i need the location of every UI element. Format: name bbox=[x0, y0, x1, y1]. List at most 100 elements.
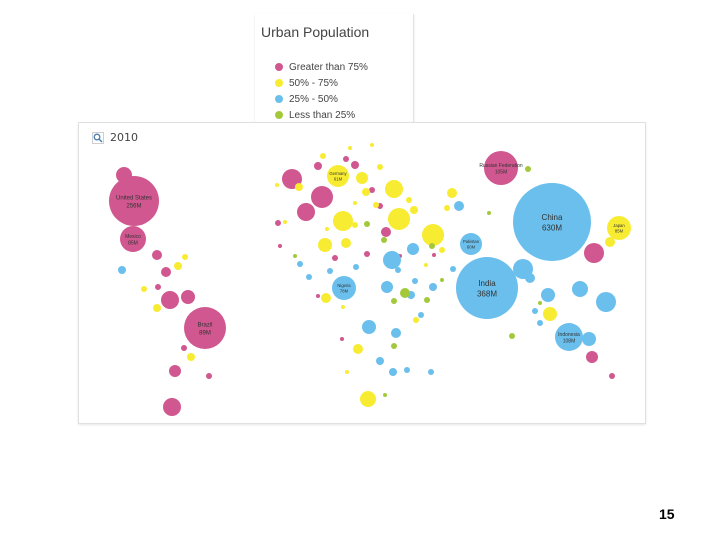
bubble-25to50-75[interactable] bbox=[381, 281, 393, 293]
bubble-gt75-9[interactable] bbox=[163, 398, 181, 416]
bubble-50to75-54[interactable] bbox=[320, 153, 326, 159]
bubble-50to75-59[interactable] bbox=[283, 220, 287, 224]
bubble-brazil[interactable] bbox=[184, 307, 226, 349]
bubble-25to50-73[interactable] bbox=[596, 292, 616, 312]
bubble-25to50-82[interactable] bbox=[412, 278, 418, 284]
legend-item-lt25[interactable]: Less than 25% bbox=[275, 108, 355, 122]
bubble-50to75-34[interactable] bbox=[318, 238, 332, 252]
bubble-50to75-57[interactable] bbox=[275, 183, 279, 187]
bubble-gt75-26[interactable] bbox=[316, 294, 320, 298]
bubble-25to50-92[interactable] bbox=[395, 267, 401, 273]
bubble-50to75-32[interactable] bbox=[422, 224, 444, 246]
bubble-25to50-80[interactable] bbox=[454, 201, 464, 211]
bubble-india[interactable] bbox=[456, 257, 518, 319]
bubble-25to50-94[interactable] bbox=[418, 312, 424, 318]
bubble-lt25-107[interactable] bbox=[293, 254, 297, 258]
bubble-50to75-41[interactable] bbox=[321, 293, 331, 303]
bubble-gt75-19[interactable] bbox=[275, 220, 281, 226]
bubble-gt75-10[interactable] bbox=[584, 243, 604, 263]
bubble-nigeria[interactable] bbox=[332, 276, 356, 300]
bubble-50to75-53[interactable] bbox=[377, 164, 383, 170]
bubble-gt75-11[interactable] bbox=[586, 351, 598, 363]
bubble-50to75-42[interactable] bbox=[543, 307, 557, 321]
bubble-lt25-110[interactable] bbox=[383, 393, 387, 397]
bubble-gt75-25[interactable] bbox=[340, 337, 344, 341]
bubble-gt75-18[interactable] bbox=[364, 251, 370, 257]
bubble-25to50-86[interactable] bbox=[118, 266, 126, 274]
bubble-china[interactable] bbox=[513, 183, 591, 261]
bubble-lt25-108[interactable] bbox=[487, 211, 491, 215]
bubble-lt25-103[interactable] bbox=[525, 166, 531, 172]
bubble-gt75-21[interactable] bbox=[181, 345, 187, 351]
bubble-50to75-58[interactable] bbox=[325, 227, 329, 231]
bubble-gt75-8[interactable] bbox=[169, 365, 181, 377]
bubble-25to50-77[interactable] bbox=[391, 328, 401, 338]
bubble-gt75-22[interactable] bbox=[155, 284, 161, 290]
bubble-50to75-62[interactable] bbox=[345, 370, 349, 374]
bubble-25to50-69[interactable] bbox=[407, 243, 419, 255]
bubble-25to50-83[interactable] bbox=[297, 261, 303, 267]
bubble-25to50-89[interactable] bbox=[404, 367, 410, 373]
bubble-lt25-111[interactable] bbox=[538, 301, 542, 305]
bubble-25to50-72[interactable] bbox=[572, 281, 588, 297]
bubble-germany[interactable] bbox=[327, 165, 349, 187]
bubble-gt75-23[interactable] bbox=[332, 255, 338, 261]
bubble-lt25-97[interactable] bbox=[400, 288, 410, 298]
bubble-indonesia[interactable] bbox=[555, 323, 583, 351]
bubble-gt75-24[interactable] bbox=[369, 187, 375, 193]
bubble-gt75-13[interactable] bbox=[351, 161, 359, 169]
bubble-50to75-60[interactable] bbox=[352, 222, 358, 228]
bubble-russian-federation[interactable] bbox=[484, 151, 518, 185]
legend-item-gt75[interactable]: Greater than 75% bbox=[275, 60, 368, 74]
bubble-25to50-81[interactable] bbox=[525, 273, 535, 283]
bubble-united-states[interactable] bbox=[109, 176, 159, 226]
bubble-50to75-44[interactable] bbox=[353, 344, 363, 354]
bubble-25to50-96[interactable] bbox=[537, 320, 543, 326]
bubble-50to75-61[interactable] bbox=[424, 263, 428, 267]
bubble-lt25-105[interactable] bbox=[424, 297, 430, 303]
bubble-gt75-16[interactable] bbox=[206, 373, 212, 379]
bubble-50to75-46[interactable] bbox=[182, 254, 188, 260]
bubble-50to75-56[interactable] bbox=[439, 247, 445, 253]
bubble-gt75-5[interactable] bbox=[181, 290, 195, 304]
bubble-50to75-64[interactable] bbox=[413, 317, 419, 323]
bubble-50to75-55[interactable] bbox=[370, 143, 374, 147]
bubble-gt75-14[interactable] bbox=[314, 162, 322, 170]
bubble-lt25-99[interactable] bbox=[391, 298, 397, 304]
bubble-gt75-2[interactable] bbox=[297, 203, 315, 221]
bubble-50to75-40[interactable] bbox=[605, 237, 615, 247]
bubble-25to50-84[interactable] bbox=[306, 274, 312, 280]
bubble-gt75-3[interactable] bbox=[311, 186, 333, 208]
bubble-50to75-31[interactable] bbox=[388, 208, 410, 230]
bubble-50to75-30[interactable] bbox=[385, 180, 403, 198]
bubble-lt25-100[interactable] bbox=[429, 243, 435, 249]
bubble-gt75-4[interactable] bbox=[161, 291, 179, 309]
bubble-50to75-35[interactable] bbox=[356, 172, 368, 184]
bubble-25to50-68[interactable] bbox=[383, 251, 401, 269]
bubble-lt25-104[interactable] bbox=[364, 221, 370, 227]
bubble-50to75-63[interactable] bbox=[341, 305, 345, 309]
bubble-pakistan[interactable] bbox=[460, 233, 482, 255]
bubble-50to75-48[interactable] bbox=[141, 286, 147, 292]
bubble-50to75-38[interactable] bbox=[362, 188, 370, 196]
bubble-25to50-76[interactable] bbox=[362, 320, 376, 334]
bubble-gt75-12[interactable] bbox=[381, 227, 391, 237]
bubble-50to75-65[interactable] bbox=[406, 197, 412, 203]
legend-item-50to75[interactable]: 50% - 75% bbox=[275, 76, 338, 90]
bubble-25to50-74[interactable] bbox=[582, 332, 596, 346]
bubble-25to50-95[interactable] bbox=[532, 308, 538, 314]
bubble-50to75-37[interactable] bbox=[295, 183, 303, 191]
bubble-gt75-29[interactable] bbox=[432, 253, 436, 257]
bubble-gt75-27[interactable] bbox=[278, 244, 282, 248]
bubble-25to50-91[interactable] bbox=[353, 264, 359, 270]
bubble-gt75-7[interactable] bbox=[161, 267, 171, 277]
bubble-25to50-79[interactable] bbox=[429, 283, 437, 291]
bubble-mexico[interactable] bbox=[120, 226, 146, 252]
bubble-lt25-106[interactable] bbox=[440, 278, 444, 282]
bubble-japan[interactable] bbox=[607, 216, 631, 240]
bubble-gt75-15[interactable] bbox=[343, 156, 349, 162]
bubble-50to75-51[interactable] bbox=[444, 205, 450, 211]
bubble-50to75-66[interactable] bbox=[348, 146, 352, 150]
bubble-25to50-93[interactable] bbox=[450, 266, 456, 272]
bubble-50to75-39[interactable] bbox=[447, 188, 457, 198]
